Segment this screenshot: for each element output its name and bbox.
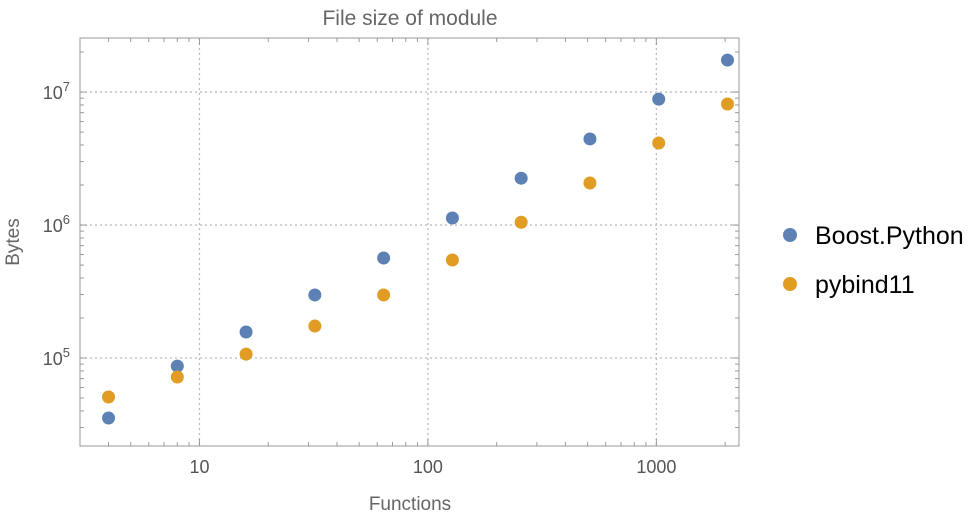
data-point-boost-python <box>102 411 116 425</box>
y-tick-label: 106 <box>43 212 70 236</box>
data-point-pybind11 <box>377 288 391 302</box>
data-point-boost-python <box>239 325 253 339</box>
data-point-boost-python <box>308 288 322 302</box>
data-point-pybind11 <box>308 319 322 333</box>
chart-title: File size of module <box>322 7 497 30</box>
y-tick-label: 107 <box>43 79 70 103</box>
data-point-boost-python <box>514 171 528 185</box>
x-axis-label: Functions <box>369 494 451 513</box>
data-point-boost-python <box>170 359 184 373</box>
data-point-boost-python <box>720 53 734 67</box>
data-point-pybind11 <box>102 390 116 404</box>
data-point-pybind11 <box>583 176 597 190</box>
legend-marker <box>783 228 797 242</box>
x-tick-label: 1000 <box>636 457 676 477</box>
legend-marker <box>783 277 797 291</box>
y-axis-label: Bytes <box>3 218 24 266</box>
gridlines <box>80 38 739 446</box>
data-point-pybind11 <box>720 97 734 111</box>
data-point-boost-python <box>652 92 666 106</box>
plot-frame <box>79 37 740 447</box>
data-point-boost-python <box>583 132 597 146</box>
data-point-pybind11 <box>652 136 666 150</box>
tick-labels: 10 100 1000 105 106 107 <box>43 79 677 477</box>
axis-ticks <box>79 38 739 446</box>
y-tick-label: 105 <box>43 345 70 369</box>
x-tick-label: 10 <box>189 457 209 477</box>
data-point-boost-python <box>445 211 459 225</box>
data-point-pybind11 <box>445 253 459 267</box>
data-point-pybind11 <box>239 347 253 361</box>
data-point-boost-python <box>377 251 391 265</box>
legend-label: Boost.Python <box>815 222 964 250</box>
legend: Boost.Python pybind11 <box>783 222 964 299</box>
data-point-pybind11 <box>514 215 528 229</box>
legend-label: pybind11 <box>815 271 915 299</box>
data-point-pybind11 <box>170 370 184 384</box>
data-points <box>102 53 734 425</box>
x-tick-label: 100 <box>413 457 443 477</box>
